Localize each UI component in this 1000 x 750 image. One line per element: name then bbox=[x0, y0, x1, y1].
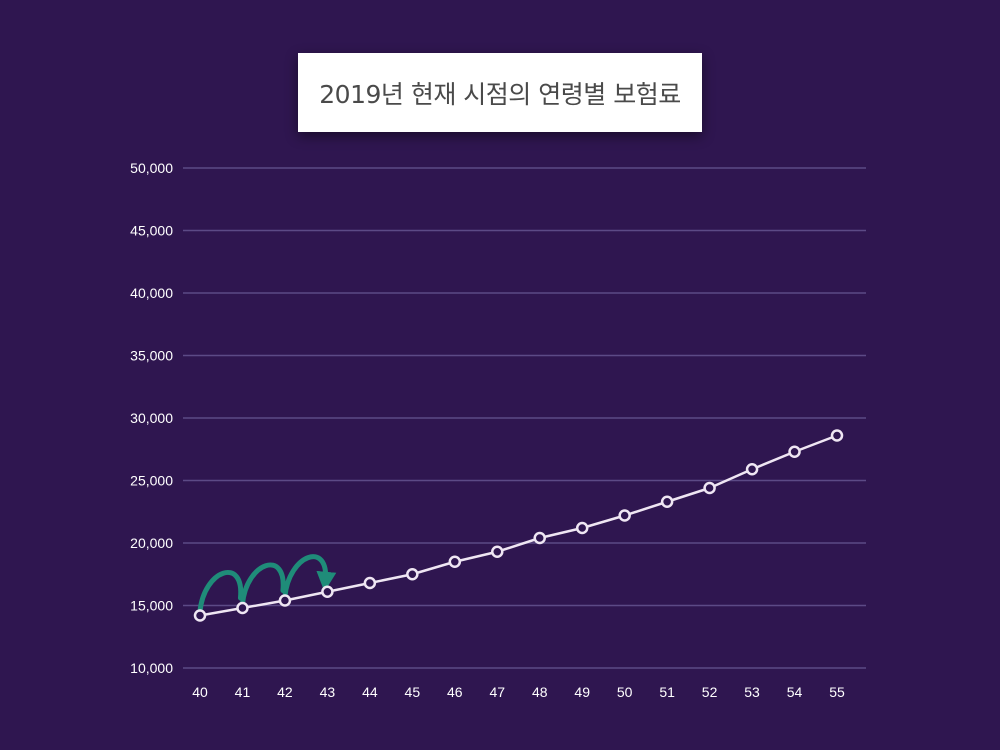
x-tick-label: 49 bbox=[574, 684, 590, 700]
data-points bbox=[193, 429, 844, 622]
data-point bbox=[406, 568, 419, 581]
x-tick-label: 52 bbox=[702, 684, 718, 700]
y-axis-ticks: 10,000 15,000 20,000 25,000 30,000 35,000 40,0… bbox=[130, 160, 173, 676]
x-tick-label: 42 bbox=[277, 684, 293, 700]
hop-arrow bbox=[239, 562, 286, 607]
x-tick-label: 47 bbox=[489, 684, 505, 700]
x-tick-label: 46 bbox=[447, 684, 463, 700]
x-tick-label: 54 bbox=[787, 684, 803, 700]
x-tick-label: 53 bbox=[744, 684, 760, 700]
data-point bbox=[363, 576, 377, 590]
data-point bbox=[575, 521, 589, 535]
x-tick-label: 55 bbox=[829, 684, 845, 700]
series-line bbox=[199, 434, 838, 617]
x-tick-label: 44 bbox=[362, 684, 378, 700]
data-point bbox=[278, 594, 292, 607]
y-tick-label: 20,000 bbox=[130, 535, 173, 551]
chart-title: 2019년 현재 시점의 연령별 보험료 bbox=[319, 79, 681, 109]
data-point bbox=[830, 429, 844, 442]
x-tick-label: 40 bbox=[192, 684, 208, 700]
x-tick-label: 50 bbox=[617, 684, 633, 700]
data-point bbox=[236, 601, 249, 615]
data-point bbox=[533, 531, 546, 545]
y-tick-label: 40,000 bbox=[130, 285, 173, 301]
hop-arrow bbox=[282, 554, 337, 599]
y-tick-label: 30,000 bbox=[130, 410, 173, 426]
data-point bbox=[660, 495, 674, 508]
x-tick-label: 45 bbox=[405, 684, 421, 700]
data-point bbox=[321, 585, 334, 598]
x-tick-label: 51 bbox=[659, 684, 675, 700]
y-tick-label: 15,000 bbox=[130, 598, 173, 614]
y-tick-label: 35,000 bbox=[130, 348, 173, 364]
data-point bbox=[703, 481, 716, 495]
y-tick-label: 10,000 bbox=[130, 660, 173, 676]
x-axis-ticks: 40 41 42 43 44 45 46 47 48 49 50 51 52 53 54 55 bbox=[192, 684, 845, 700]
data-point bbox=[491, 545, 504, 558]
data-point bbox=[745, 463, 759, 476]
y-tick-label: 25,000 bbox=[130, 473, 173, 489]
y-tick-label: 45,000 bbox=[130, 223, 173, 239]
data-point bbox=[448, 555, 462, 568]
x-tick-label: 48 bbox=[532, 684, 548, 700]
y-tick-label: 50,000 bbox=[130, 160, 173, 176]
data-point bbox=[788, 445, 801, 458]
data-point bbox=[618, 509, 631, 522]
data-point bbox=[193, 609, 207, 622]
hop-arrow bbox=[197, 569, 244, 614]
hop-arrows-annotation bbox=[197, 554, 337, 614]
chart-title-card: 2019년 현재 시점의 연령별 보험료 bbox=[298, 53, 702, 132]
series-line-layer bbox=[199, 434, 838, 617]
x-tick-label: 41 bbox=[235, 684, 251, 700]
x-tick-label: 43 bbox=[320, 684, 336, 700]
